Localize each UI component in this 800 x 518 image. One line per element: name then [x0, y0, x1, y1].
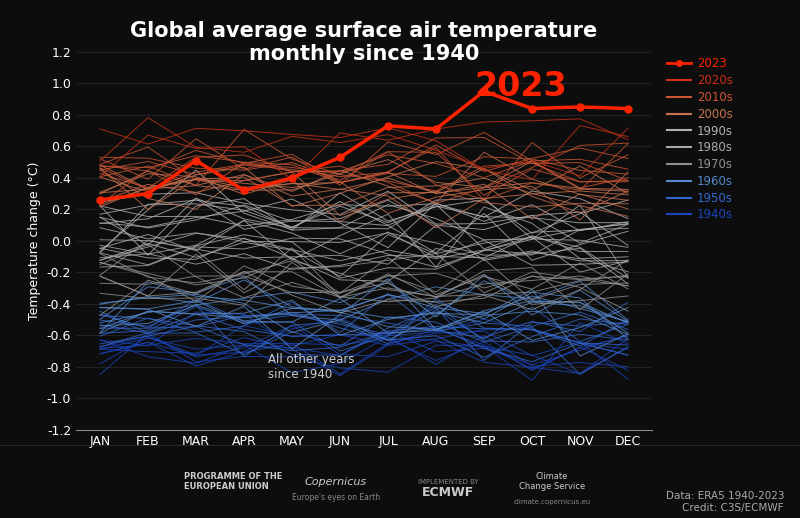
- Legend: 2023, 2020s, 2010s, 2000s, 1990s, 1980s, 1970s, 1960s, 1950s, 1940s: 2023, 2020s, 2010s, 2000s, 1990s, 1980s,…: [664, 54, 736, 225]
- Text: Climate
Change Service: Climate Change Service: [519, 472, 585, 492]
- Text: IMPLEMENTED BY: IMPLEMENTED BY: [418, 479, 478, 485]
- Text: climate.copernicus.eu: climate.copernicus.eu: [514, 499, 590, 506]
- Text: Copernicus: Copernicus: [305, 477, 367, 487]
- Text: ECMWF: ECMWF: [422, 485, 474, 499]
- Text: Europe's eyes on Earth: Europe's eyes on Earth: [292, 493, 380, 502]
- Text: All other years
since 1940: All other years since 1940: [268, 353, 354, 381]
- Y-axis label: Temperature change (°C): Temperature change (°C): [28, 162, 41, 320]
- Text: 2023: 2023: [474, 70, 567, 103]
- Text: Global average surface air temperature
monthly since 1940: Global average surface air temperature m…: [130, 21, 598, 64]
- Text: PROGRAMME OF THE
EUROPEAN UNION: PROGRAMME OF THE EUROPEAN UNION: [184, 472, 282, 492]
- Text: Data: ERA5 1940-2023
Credit: C3S/ECMWF: Data: ERA5 1940-2023 Credit: C3S/ECMWF: [666, 491, 784, 513]
